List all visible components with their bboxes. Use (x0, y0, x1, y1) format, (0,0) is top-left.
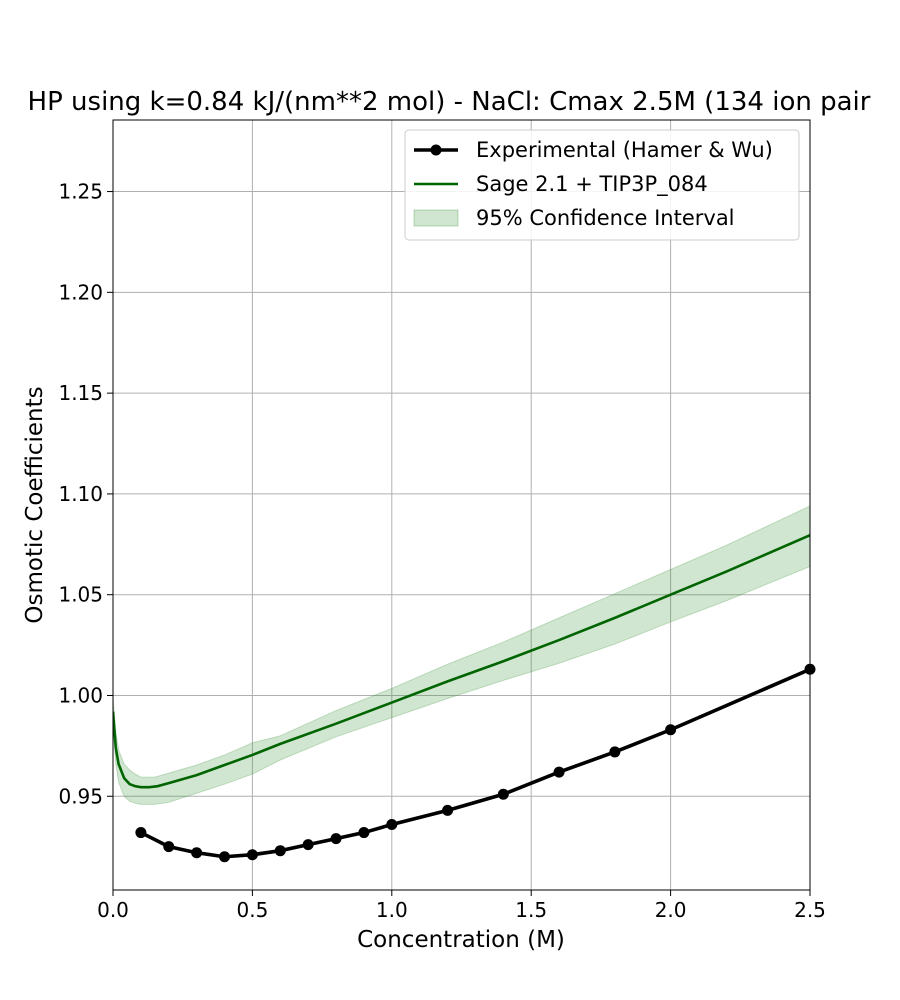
experimental-point (163, 841, 175, 853)
experimental-point (246, 849, 258, 861)
legend-box (404, 129, 800, 241)
legend-entry: 95% Confidence Interval (413, 206, 735, 230)
legend: Experimental (Hamer & Wu) Sage 2.1 + TIP3… (404, 129, 800, 241)
y-tick-label: 0.95 (58, 784, 103, 808)
y-tick-label: 1.05 (58, 583, 103, 607)
model-line (113, 534, 810, 789)
x-tick-label: 0.0 (97, 898, 129, 922)
y-axis-label: Osmotic Coefficients (22, 386, 48, 623)
experimental-point (665, 724, 677, 736)
experimental-point (274, 845, 286, 857)
experimental-point (386, 818, 398, 830)
legend-swatch-band (413, 209, 459, 227)
confidence-band (113, 505, 810, 805)
legend-label: Sage 2.1 + TIP3P_084 (476, 172, 708, 197)
experimental-point (358, 827, 370, 839)
x-axis-label: Concentration (M) (357, 927, 565, 953)
y-tick-label: 1.20 (58, 280, 103, 304)
x-tick-label: 1.5 (515, 898, 547, 922)
y-tick-label: 1.25 (58, 180, 103, 204)
marker-layer (135, 663, 816, 863)
x-tick-label: 2.5 (794, 898, 826, 922)
experimental-point (302, 839, 314, 851)
experimental-point (219, 851, 231, 863)
plot-frame (112, 119, 811, 891)
experimental-point (442, 804, 454, 816)
legend-entry: Sage 2.1 + TIP3P_084 (414, 172, 708, 197)
legend-swatch-marker (430, 144, 442, 156)
experimental-point (191, 847, 203, 859)
y-tick-label: 1.00 (58, 683, 103, 707)
x-tick-label: 2.0 (655, 898, 687, 922)
y-tick-label: 1.10 (58, 482, 103, 506)
legend-label: 95% Confidence Interval (476, 206, 735, 230)
axis-ticks: 0.0 0.5 1.0 1.5 2.0 2.5 0.95 1.00 1.05 1.10 1.15 1.… (58, 180, 825, 922)
experimental-line (140, 667, 810, 859)
y-tick-label: 1.15 (58, 381, 103, 405)
experimental-point (135, 827, 147, 839)
plot-area (113, 505, 810, 859)
x-tick-label: 1.0 (376, 898, 408, 922)
experimental-point (609, 746, 621, 758)
experimental-point (553, 766, 565, 778)
experimental-point (497, 788, 509, 800)
legend-entry: Experimental (Hamer & Wu) (414, 138, 773, 162)
legend-label: Experimental (Hamer & Wu) (476, 138, 773, 162)
experimental-point (330, 833, 342, 845)
x-tick-label: 0.5 (236, 898, 268, 922)
chart-title: HP using k=0.84 kJ/(nm**2 mol) - NaCl: C… (28, 87, 871, 117)
